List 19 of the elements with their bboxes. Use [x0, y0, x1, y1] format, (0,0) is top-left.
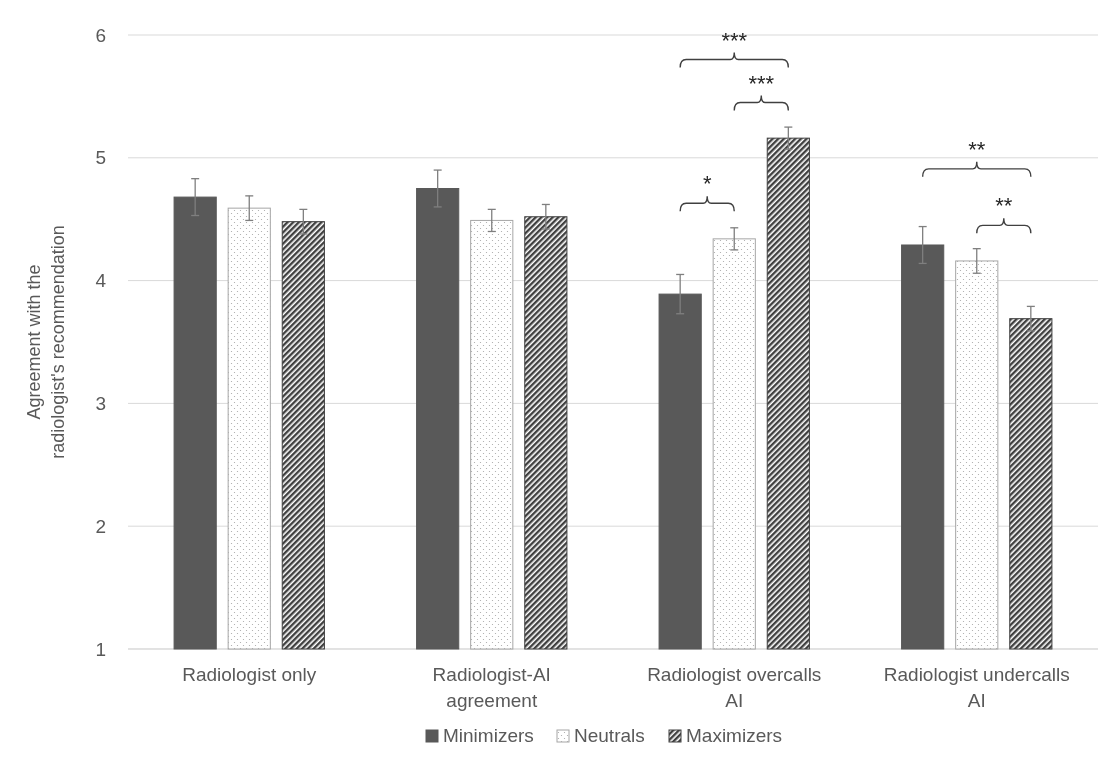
annotation: *** [748, 70, 775, 96]
annotation: ** [968, 136, 986, 162]
legend-label: Neutrals [574, 725, 645, 746]
y-tick-label: 4 [95, 270, 107, 292]
legend-label: Minimizers [443, 725, 534, 746]
x-tick-label: Radiologist only [182, 664, 317, 685]
y-tick-label: 6 [95, 24, 106, 46]
annotation: ** [995, 193, 1013, 219]
x-tick-label: Radiologist-AI agreement [432, 664, 551, 711]
y-tick-label: 2 [95, 515, 106, 537]
x-tick-label: Radiologist overcalls AI [647, 664, 822, 711]
x-tick-label: Radiologist undercalls AI [883, 664, 1070, 711]
y-tick-label: 1 [95, 638, 106, 660]
annotation: * [702, 171, 712, 197]
annotation: *** [721, 27, 748, 53]
legend-label: Maximizers [686, 725, 783, 746]
y-axis-title: Agreement with the radiologist's recommendation [24, 225, 68, 459]
y-tick-label: 3 [95, 393, 106, 415]
y-tick-label: 5 [95, 147, 106, 169]
